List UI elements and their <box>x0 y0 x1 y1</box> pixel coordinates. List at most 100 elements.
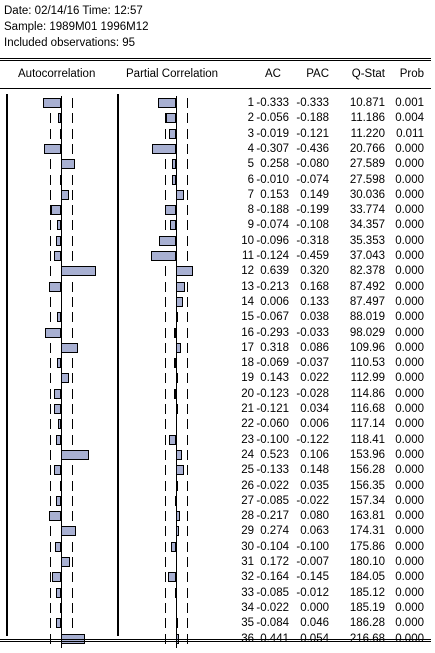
ac-bar <box>61 526 76 537</box>
pac-band-upper <box>187 541 189 552</box>
pac-bar <box>169 128 176 139</box>
lag: 3 <box>247 127 254 140</box>
ac-band-upper <box>72 98 74 108</box>
lag: 10 <box>241 234 254 247</box>
ac-bar <box>61 557 71 567</box>
lag: 24 <box>241 448 254 461</box>
pac-value: -0.121 <box>296 127 329 140</box>
pac-value: 0.034 <box>300 403 329 415</box>
qstat-value: 184.05 <box>349 571 385 584</box>
prob-value: 0.000 <box>395 601 424 614</box>
pac-band-upper <box>187 159 189 170</box>
ac-band-lower <box>49 113 51 124</box>
table-row: 20 -0.123 -0.028 114.86 0.000 <box>0 386 431 403</box>
top-rule <box>0 58 431 59</box>
ac-bar <box>54 404 61 414</box>
ac-band-upper <box>72 327 74 338</box>
ac-bar <box>55 235 61 246</box>
pac-value: 0.000 <box>300 601 329 614</box>
pac-value: -0.033 <box>296 326 329 339</box>
ac-band-lower <box>49 235 51 246</box>
pac-band-upper <box>187 358 189 369</box>
table-row: 11 -0.124 -0.459 37.043 0.000 <box>0 249 431 265</box>
qstat-value: 156.35 <box>349 479 385 492</box>
table-row: 30 -0.104 -0.100 175.86 0.000 <box>0 539 431 556</box>
ac-band-lower <box>49 174 51 185</box>
ac-band-upper <box>72 587 74 598</box>
table-row: 34 -0.022 0.000 185.19 0.000 <box>0 600 431 617</box>
lag: 22 <box>241 418 254 431</box>
ac-value: 0.639 <box>260 265 289 278</box>
table-row: 16 -0.293 -0.033 98.029 0.000 <box>0 325 431 342</box>
ac-band-lower <box>49 495 51 506</box>
pac-bar <box>172 174 176 185</box>
pac-value: -0.037 <box>296 357 329 370</box>
pac-value: 0.149 <box>300 188 329 201</box>
prob-value: 0.000 <box>395 341 424 354</box>
qstat-value: 30.036 <box>349 188 385 201</box>
pac-band-lower <box>164 327 166 338</box>
pac-band-upper <box>187 495 189 506</box>
pac-bar <box>174 388 177 399</box>
prob-value: 0.000 <box>395 295 424 308</box>
ac-bar <box>57 419 61 430</box>
ac-value: -0.060 <box>256 418 289 431</box>
pac-band-upper <box>187 128 189 139</box>
pac-bar <box>151 251 176 261</box>
ac-value: -0.022 <box>256 601 289 614</box>
ac-bar <box>57 358 61 369</box>
ac-zero-line <box>61 570 62 587</box>
col-header-ac: AC <box>265 68 281 80</box>
prob-value: 0.000 <box>395 158 424 171</box>
pac-value: -0.007 <box>296 556 329 568</box>
ac-bar <box>61 189 70 200</box>
pac-band-lower <box>164 557 166 567</box>
pac-value: -0.080 <box>296 158 329 171</box>
prob-value: 0.004 <box>395 112 424 125</box>
ac-value: -0.019 <box>256 127 289 140</box>
top-rule-double <box>0 60 431 61</box>
pac-zero-line <box>176 203 177 220</box>
pac-band-lower <box>164 572 166 583</box>
lag: 26 <box>241 479 254 492</box>
table-row: 8 -0.188 -0.199 33.774 0.000 <box>0 203 431 220</box>
qstat-value: 116.68 <box>350 403 385 415</box>
pac-zero-line <box>176 157 177 174</box>
lag: 27 <box>241 494 254 507</box>
prob-value: 0.000 <box>395 418 424 431</box>
qstat-value: 35.353 <box>349 234 385 247</box>
prob-value: 0.000 <box>395 234 424 247</box>
ac-value: -0.188 <box>256 204 289 217</box>
pac-band-lower <box>164 618 166 629</box>
pac-bar <box>176 266 194 277</box>
col-header-qstat: Q-Stat <box>351 68 385 80</box>
pac-band-lower <box>164 113 166 124</box>
table-row: 31 0.172 -0.007 180.10 0.000 <box>0 555 431 571</box>
pac-band-upper <box>187 434 189 445</box>
pac-band-upper <box>187 587 189 598</box>
lag: 18 <box>241 357 254 370</box>
ac-bar <box>59 602 62 613</box>
ac-band-upper <box>72 220 74 231</box>
ac-value: -0.010 <box>256 173 289 186</box>
pac-value: -0.122 <box>296 433 329 446</box>
pac-zero-line <box>176 126 177 143</box>
pac-band-upper <box>187 312 189 323</box>
pac-bar <box>176 480 178 491</box>
ac-bar <box>59 480 62 491</box>
lag: 13 <box>241 280 254 293</box>
prob-value: 0.000 <box>395 556 424 568</box>
pac-bar <box>168 572 176 583</box>
ac-value: -0.293 <box>256 326 289 339</box>
pac-bar <box>165 113 176 124</box>
lag: 25 <box>241 464 254 477</box>
ac-band-upper <box>72 557 74 567</box>
lag: 30 <box>241 540 254 553</box>
table-row: 23 -0.100 -0.122 118.41 0.000 <box>0 432 431 449</box>
pac-zero-line <box>176 233 177 250</box>
ac-bar <box>43 98 61 108</box>
lag: 15 <box>241 311 254 324</box>
table-row: 29 0.274 0.063 174.31 0.000 <box>0 524 431 541</box>
prob-value: 0.000 <box>395 219 424 232</box>
ac-band-upper <box>72 434 74 445</box>
